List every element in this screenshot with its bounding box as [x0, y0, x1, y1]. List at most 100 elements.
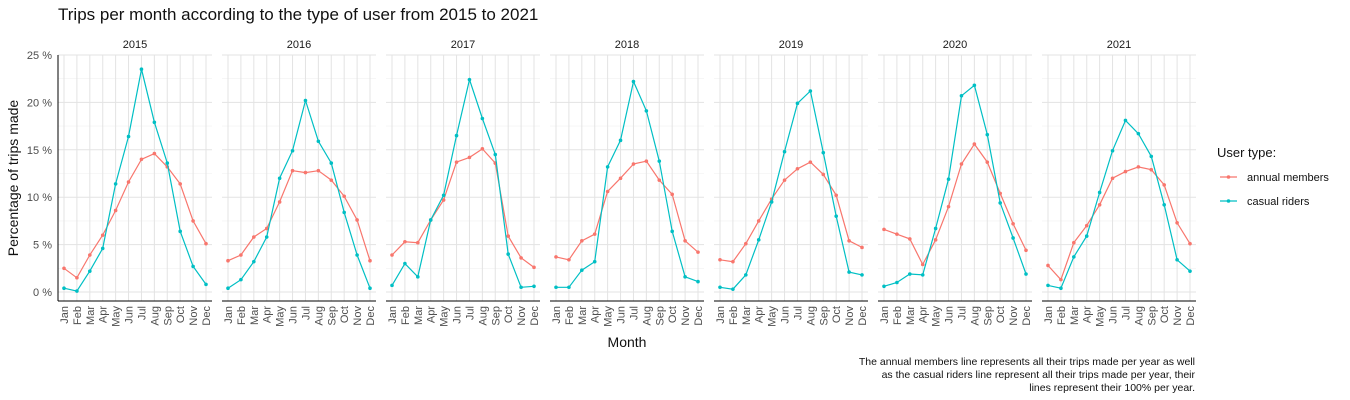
caption-line-1: The annual members line represents all t…	[859, 356, 1195, 368]
facet-panel-2016: 2016 Jan Feb Mar Apr May Jun Jul Aug Sep Oct Nov Dec	[222, 39, 377, 327]
data-point-casual-riders	[1046, 283, 1050, 288]
data-point-casual-riders	[355, 253, 359, 257]
data-point-annual-members	[972, 142, 977, 146]
data-point-casual-riders	[100, 246, 105, 251]
data-point-annual-members	[821, 172, 826, 177]
data-point-annual-members	[731, 259, 735, 264]
data-point-casual-riders	[390, 283, 394, 288]
x-tick-label: May	[603, 306, 615, 327]
data-point-annual-members	[696, 250, 700, 254]
series-line-casual-riders-2020	[883, 84, 1027, 287]
data-point-annual-members	[554, 255, 558, 259]
data-point-annual-members	[303, 170, 308, 175]
facet-panel-2017: 2017 Jan Feb Mar Apr May Jun Jul Aug Sep Oct Nov Dec	[386, 39, 541, 327]
series-line-annual-members-2018	[555, 160, 699, 261]
x-tick-label: May	[275, 306, 287, 327]
x-tick-label: Jul	[628, 306, 640, 320]
data-point-annual-members	[1123, 169, 1128, 174]
data-point-casual-riders	[1011, 236, 1015, 240]
x-tick-label: Apr	[590, 306, 602, 323]
series-line-annual-members-2015	[63, 152, 207, 279]
facet-strip-label-2020: 2020	[943, 39, 967, 51]
facet-strip-label-2018: 2018	[615, 39, 639, 51]
data-point-annual-members	[1175, 220, 1179, 225]
data-point-casual-riders	[152, 120, 157, 125]
data-point-casual-riders	[860, 273, 864, 277]
x-tick-label: Dec	[365, 306, 377, 326]
x-tick-label: Jul	[792, 306, 804, 320]
data-point-casual-riders	[769, 200, 774, 204]
data-point-casual-riders	[126, 134, 131, 139]
x-tick-label: Jan	[715, 306, 727, 324]
data-point-casual-riders	[821, 150, 826, 155]
data-point-casual-riders	[618, 138, 623, 143]
data-point-casual-riders	[580, 268, 584, 272]
data-point-casual-riders	[1024, 272, 1028, 276]
data-point-casual-riders	[808, 89, 813, 93]
x-tick-label: Mar	[249, 306, 261, 325]
x-tick-label: May	[1095, 306, 1107, 327]
data-point-casual-riders	[277, 176, 282, 181]
x-tick-label: Feb	[564, 306, 576, 325]
data-point-casual-riders	[998, 201, 1002, 205]
caption-line-2: as the casual riders line represent all …	[882, 369, 1196, 381]
data-point-annual-members	[670, 192, 674, 197]
facet-strip-label-2016: 2016	[287, 39, 311, 51]
data-point-casual-riders	[454, 133, 459, 138]
y-tick-label: 0 %	[33, 287, 52, 299]
y-tick-label: 15 %	[27, 145, 52, 157]
x-tick-label: Jan	[223, 306, 235, 324]
legend-title: User type:	[1217, 145, 1276, 160]
data-point-annual-members	[100, 233, 105, 237]
facet-panel-2021: 2021 Jan Feb Mar Apr May Jun Jul Aug Sep Oct Nov Dec	[1042, 39, 1197, 327]
data-point-casual-riders	[88, 269, 92, 273]
facet-panel-2018: 2018 Jan Feb Mar Apr May Jun Jul Aug Sep Oct Nov Dec	[550, 39, 705, 327]
data-point-casual-riders	[631, 79, 636, 84]
data-point-casual-riders	[178, 229, 182, 234]
data-point-annual-members	[1072, 240, 1076, 245]
data-point-casual-riders	[342, 210, 346, 215]
data-point-annual-members	[683, 239, 687, 243]
x-tick-label: Jul	[464, 306, 476, 320]
data-point-annual-members	[834, 193, 838, 198]
data-point-casual-riders	[75, 289, 79, 293]
data-point-casual-riders	[972, 83, 977, 88]
x-tick-label: Jun	[452, 306, 464, 324]
data-point-annual-members	[782, 178, 787, 182]
data-point-annual-members	[847, 239, 851, 243]
facet-strip-label-2015: 2015	[123, 39, 147, 51]
series-line-annual-members-2021	[1047, 166, 1191, 281]
data-point-casual-riders	[782, 149, 787, 154]
data-point-annual-members	[403, 239, 407, 244]
x-tick-label: Jul	[1120, 306, 1132, 320]
data-point-annual-members	[618, 176, 623, 181]
data-point-annual-members	[290, 168, 295, 173]
x-tick-label: Sep	[326, 306, 338, 326]
data-point-annual-members	[895, 232, 899, 236]
data-point-casual-riders	[165, 161, 170, 165]
data-point-annual-members	[1149, 167, 1154, 172]
data-point-casual-riders	[1084, 234, 1089, 238]
x-tick-label: Oct	[831, 306, 843, 323]
data-point-annual-members	[226, 258, 230, 263]
data-point-annual-members	[1136, 165, 1141, 169]
x-tick-label: Sep	[162, 306, 174, 326]
data-point-annual-members	[908, 237, 912, 241]
x-tick-label: Oct	[175, 306, 187, 323]
data-point-casual-riders	[441, 193, 446, 198]
data-point-annual-members	[441, 198, 446, 202]
data-point-casual-riders	[480, 116, 485, 121]
x-tick-label: May	[111, 306, 123, 327]
data-point-casual-riders	[1110, 148, 1115, 153]
series-line-annual-members-2020	[883, 143, 1027, 266]
data-point-annual-members	[1097, 202, 1102, 207]
x-tick-label: Mar	[741, 306, 753, 325]
x-tick-label: Jun	[1108, 306, 1120, 324]
x-tick-label: Feb	[892, 306, 904, 325]
x-tick-label: Dec	[1021, 306, 1033, 326]
data-point-annual-members	[454, 160, 459, 164]
data-point-casual-riders	[252, 259, 256, 264]
data-point-casual-riders	[1097, 190, 1102, 195]
data-point-annual-members	[316, 168, 321, 173]
data-point-annual-members	[355, 218, 359, 222]
